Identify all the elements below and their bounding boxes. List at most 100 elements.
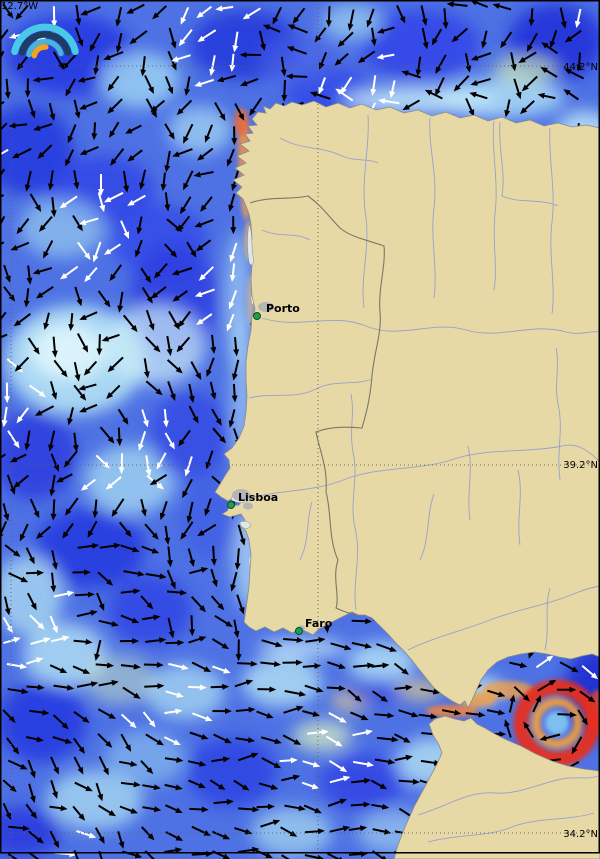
current-arrow xyxy=(328,759,348,773)
current-arrow xyxy=(145,733,164,746)
city-marker xyxy=(253,312,261,320)
current-arrow xyxy=(8,825,30,832)
current-arrow xyxy=(103,51,124,61)
current-arrow xyxy=(127,149,143,162)
current-arrow xyxy=(53,684,75,691)
current-arrow xyxy=(51,336,58,358)
current-arrow xyxy=(33,123,53,131)
current-arrow xyxy=(145,573,167,580)
urban-areas xyxy=(232,302,305,631)
current-arrow xyxy=(167,589,188,596)
current-arrow xyxy=(97,571,114,586)
current-arrow xyxy=(442,8,449,30)
current-arrow xyxy=(116,427,123,447)
current-arrow xyxy=(93,55,100,76)
current-arrow xyxy=(180,7,190,25)
current-arrow xyxy=(307,729,329,736)
current-arrow xyxy=(7,853,18,859)
field-blob xyxy=(30,324,106,380)
current-arrow xyxy=(451,27,469,43)
current-arrow xyxy=(103,243,122,255)
field-blob xyxy=(0,682,87,762)
current-arrow xyxy=(165,690,184,698)
current-arrow xyxy=(195,239,212,252)
current-arrow xyxy=(106,384,121,400)
current-arrow xyxy=(49,381,58,400)
current-arrow xyxy=(16,407,29,424)
current-arrow xyxy=(210,334,217,355)
current-arrow xyxy=(13,474,29,489)
current-arrow xyxy=(98,850,103,859)
current-arrow xyxy=(204,124,214,143)
current-arrow xyxy=(27,99,36,119)
current-arrow xyxy=(24,170,32,192)
current-arrow xyxy=(73,756,84,775)
current-arrow xyxy=(435,77,445,97)
current-arrow xyxy=(209,381,217,400)
current-arrow xyxy=(103,191,124,203)
current-arrow xyxy=(233,779,250,791)
current-arrow xyxy=(231,170,239,192)
current-arrow xyxy=(50,572,57,593)
current-arrow xyxy=(2,3,14,19)
current-arrow xyxy=(194,288,215,297)
graticule-label: 12.7°W xyxy=(1,1,38,12)
current-arrow xyxy=(350,711,369,721)
current-arrow xyxy=(398,778,420,785)
current-arrow xyxy=(209,55,216,77)
current-arrow xyxy=(164,525,171,545)
current-arrow xyxy=(95,662,115,669)
current-arrow xyxy=(256,803,275,810)
current-arrow xyxy=(98,756,109,776)
current-arrow xyxy=(376,26,395,34)
current-arrow xyxy=(504,719,512,738)
current-arrow xyxy=(574,8,582,29)
current-arrow xyxy=(262,24,281,33)
current-arrow xyxy=(72,737,85,754)
current-arrow xyxy=(150,99,166,113)
current-arrow xyxy=(329,825,351,833)
current-arrow xyxy=(579,690,596,703)
current-arrow xyxy=(50,453,59,472)
current-arrow xyxy=(2,802,12,821)
current-arrow xyxy=(378,98,400,105)
current-arrow xyxy=(526,32,538,52)
current-arrow xyxy=(353,662,375,669)
current-arrow xyxy=(25,803,38,820)
current-arrow xyxy=(27,759,36,779)
current-arrow xyxy=(231,383,238,403)
current-arrow xyxy=(74,27,84,47)
current-arrow xyxy=(59,195,78,209)
field-blob xyxy=(360,10,480,80)
current-arrow xyxy=(142,806,162,813)
current-arrow xyxy=(304,684,324,693)
current-arrow xyxy=(508,694,516,713)
current-arrow xyxy=(141,286,153,304)
current-arrow xyxy=(50,197,57,218)
current-arrow xyxy=(510,52,517,72)
current-arrow xyxy=(576,52,583,72)
current-arrow xyxy=(532,694,541,713)
current-arrow xyxy=(109,264,123,282)
current-arrow xyxy=(211,756,231,763)
current-arrow xyxy=(110,148,125,166)
current-arrow xyxy=(29,498,40,519)
iberia-landmass xyxy=(214,100,600,709)
current-arrow xyxy=(309,91,331,100)
current-arrow xyxy=(581,665,599,680)
current-arrow xyxy=(334,52,349,66)
current-arrow xyxy=(366,8,375,28)
current-arrow xyxy=(205,450,214,470)
current-arrow xyxy=(129,30,148,45)
current-arrow xyxy=(557,711,577,718)
current-arrow xyxy=(115,6,123,27)
current-arrow xyxy=(178,429,191,447)
current-arrow xyxy=(98,619,119,627)
current-arrow xyxy=(4,78,11,100)
current-arrow xyxy=(14,356,30,372)
current-arrow xyxy=(2,503,10,522)
current-arrow xyxy=(127,194,146,206)
current-arrow xyxy=(29,709,50,716)
current-arrow xyxy=(420,5,428,26)
current-arrow xyxy=(328,712,347,723)
